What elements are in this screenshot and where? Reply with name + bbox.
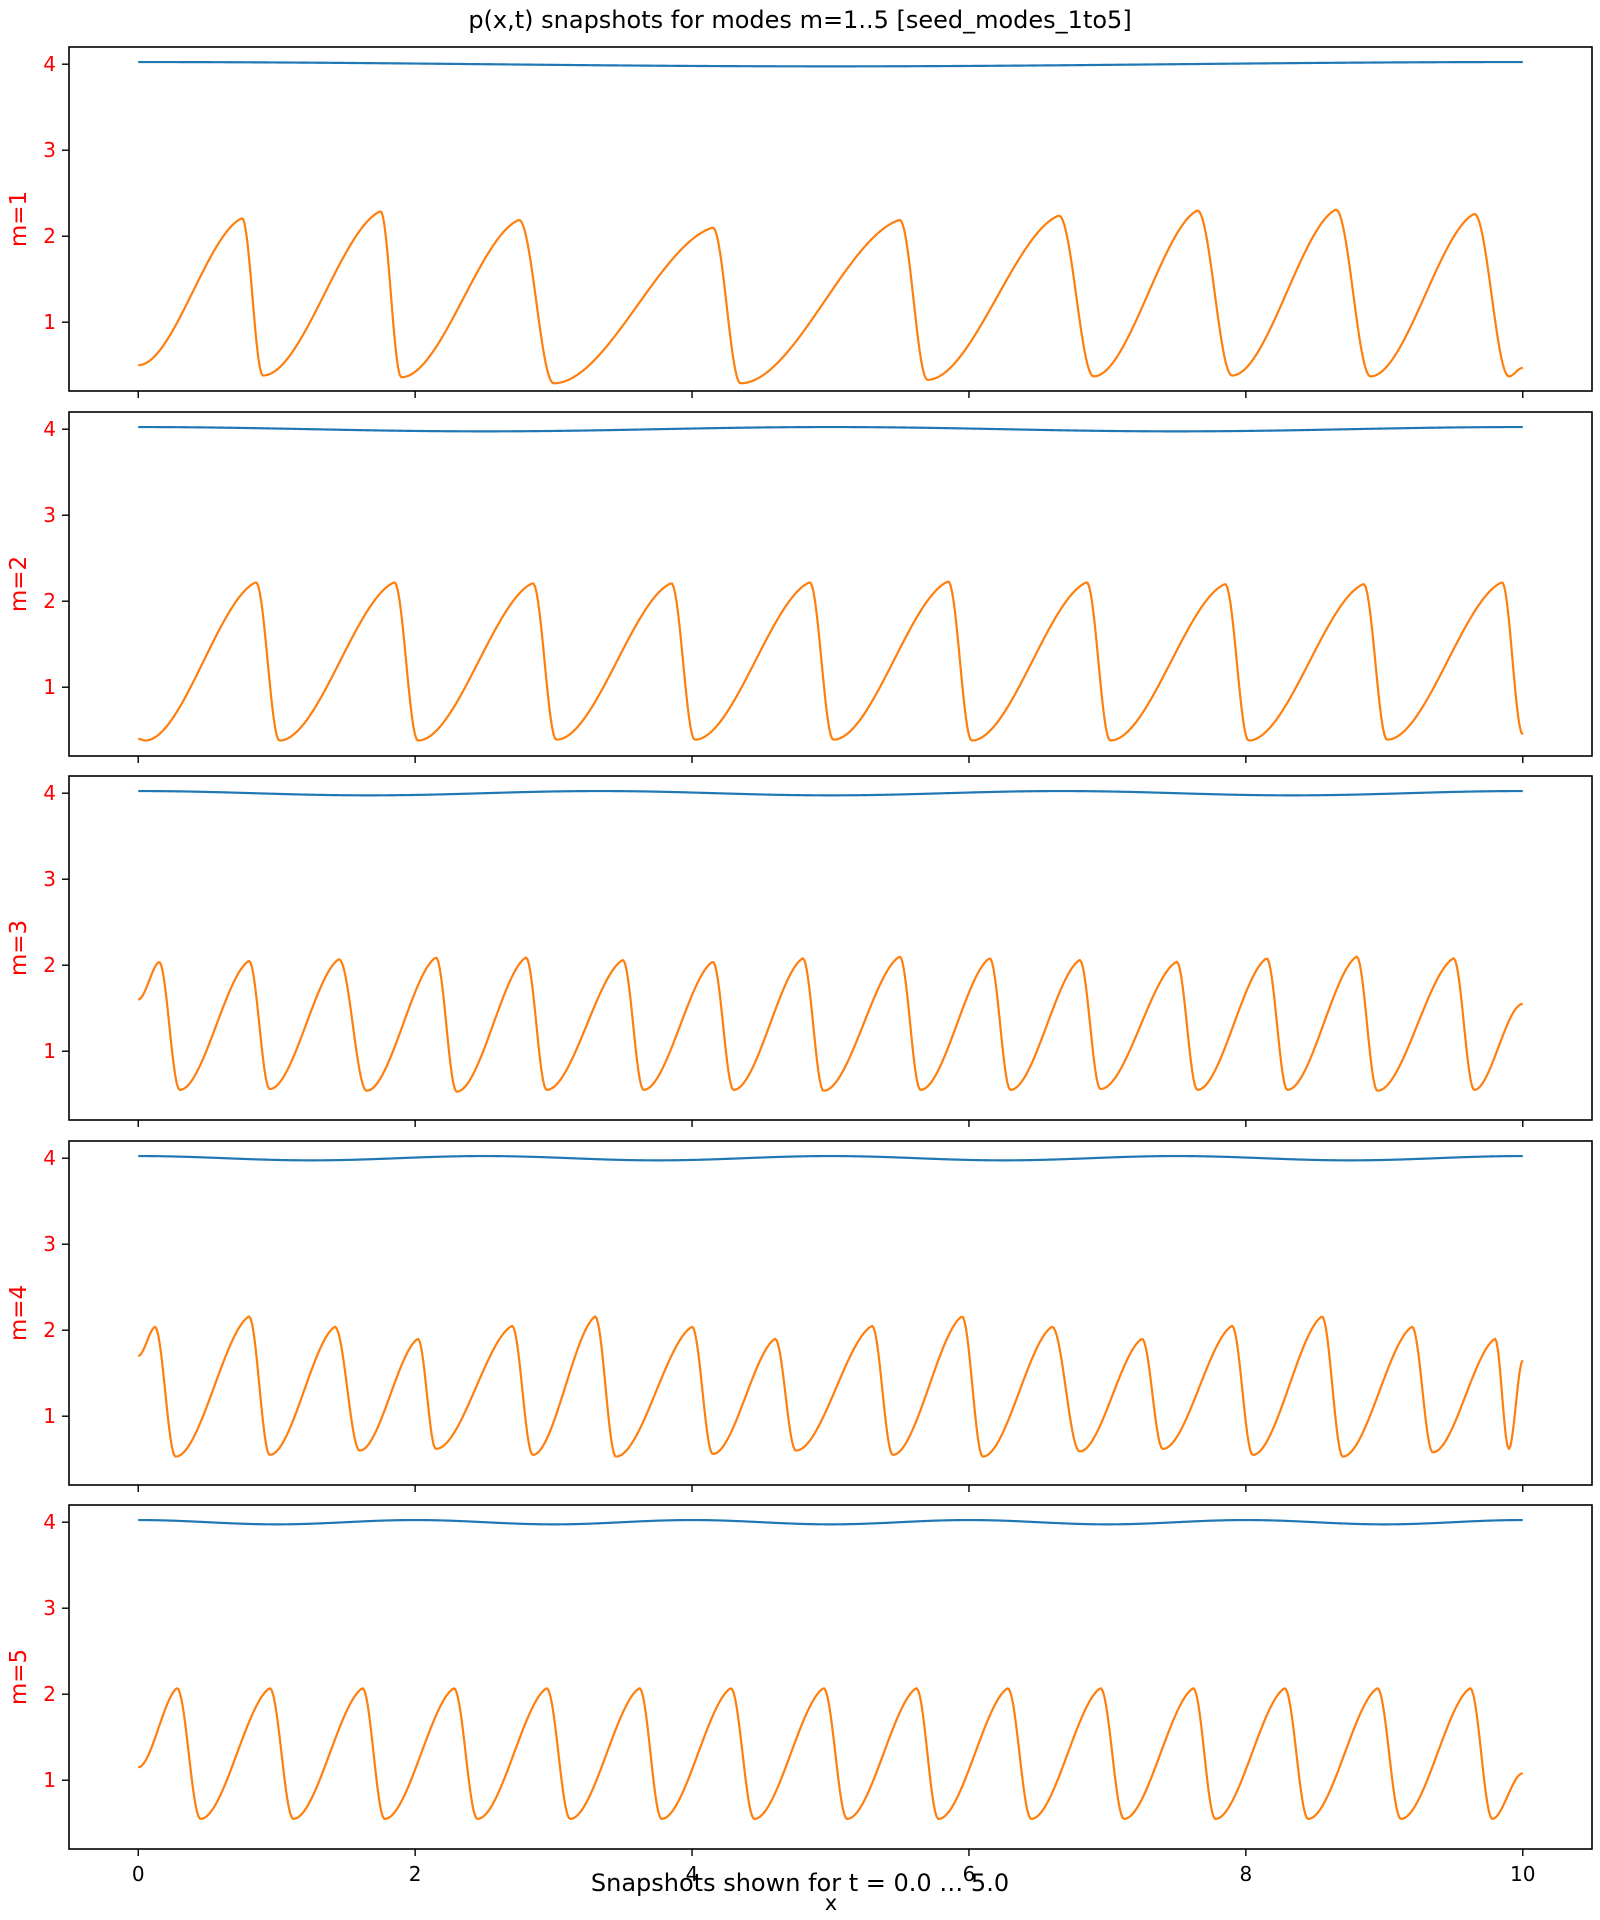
y-tick-label: 4 (43, 417, 56, 441)
panel-m2: 1 2 3 4 m=2 (6, 411, 1593, 763)
y-tick-label: 1 (43, 310, 56, 334)
plot-frame (68, 1504, 1593, 1850)
y-tick-label: 3 (43, 1596, 56, 1620)
y-tick-label: 2 (43, 1318, 56, 1342)
y-tick-label: 3 (43, 1232, 56, 1256)
series-line-orange (137, 1687, 1524, 1820)
y-tick-label: 3 (43, 867, 56, 891)
panel-m1: 1 2 3 4 m=1 (6, 46, 1593, 398)
figure-footer: Snapshots shown for t = 0.0 … 5.0 (591, 1869, 1009, 1897)
y-axis-label: m=1 (6, 191, 32, 247)
x-tick-label: 4 (686, 1862, 699, 1886)
x-tick-label: 10 (1510, 1862, 1535, 1886)
y-tick-label: 2 (43, 1682, 56, 1706)
plot-frame (68, 1140, 1593, 1486)
series-line-blue (138, 1518, 1523, 1526)
plot-frame (68, 775, 1593, 1121)
y-tick-label: 1 (43, 675, 56, 699)
plot-frame (68, 46, 1593, 392)
series-line-orange (138, 208, 1523, 385)
y-axis-label: m=5 (6, 1649, 32, 1705)
series-line-blue (138, 425, 1523, 433)
y-tick-label: 1 (43, 1404, 56, 1428)
series-line-blue (138, 60, 1523, 68)
series-line-orange (137, 955, 1523, 1093)
y-tick-label: 4 (43, 781, 56, 805)
y-tick-label: 3 (43, 138, 56, 162)
panel-m4: 1 2 3 4 m=4 (6, 1140, 1593, 1492)
y-tick-label: 1 (43, 1768, 56, 1792)
panel-m5: 1 2 3 4 0 2 4 6 8 10 m=5 (6, 1504, 1593, 1886)
y-tick-label: 2 (43, 953, 56, 977)
x-tick-label: 8 (1239, 1862, 1252, 1886)
x-tick-label: 0 (132, 1862, 145, 1886)
y-tick-label: 4 (43, 1146, 56, 1170)
panels-group: 1 2 3 4 m=1 1 2 3 4 m=2 1 2 3 4 m=3 1 2 3 4 m=4 1 2 3 4 0 2 4 6 8 10 m… (6, 46, 1593, 1886)
y-tick-label: 2 (43, 589, 56, 613)
series-line-orange (137, 1315, 1524, 1458)
y-axis-label: m=2 (6, 556, 32, 612)
y-tick-label: 3 (43, 503, 56, 527)
x-tick-label: 6 (963, 1862, 976, 1886)
y-tick-label: 2 (43, 224, 56, 248)
x-tick-label: 2 (409, 1862, 422, 1886)
series-line-blue (138, 789, 1523, 797)
x-axis-label: x (825, 1891, 837, 1915)
y-tick-label: 1 (43, 1039, 56, 1063)
y-tick-label: 4 (43, 1510, 56, 1534)
plot-frame (68, 411, 1593, 757)
panel-m3: 1 2 3 4 m=3 (6, 775, 1593, 1127)
series-line-orange (138, 580, 1524, 742)
figure-title: p(x,t) snapshots for modes m=1..5 [seed_… (468, 6, 1131, 34)
y-axis-label: m=4 (6, 1285, 32, 1341)
y-tick-label: 4 (43, 52, 56, 76)
y-axis-label: m=3 (6, 920, 32, 976)
series-line-blue (138, 1154, 1523, 1162)
